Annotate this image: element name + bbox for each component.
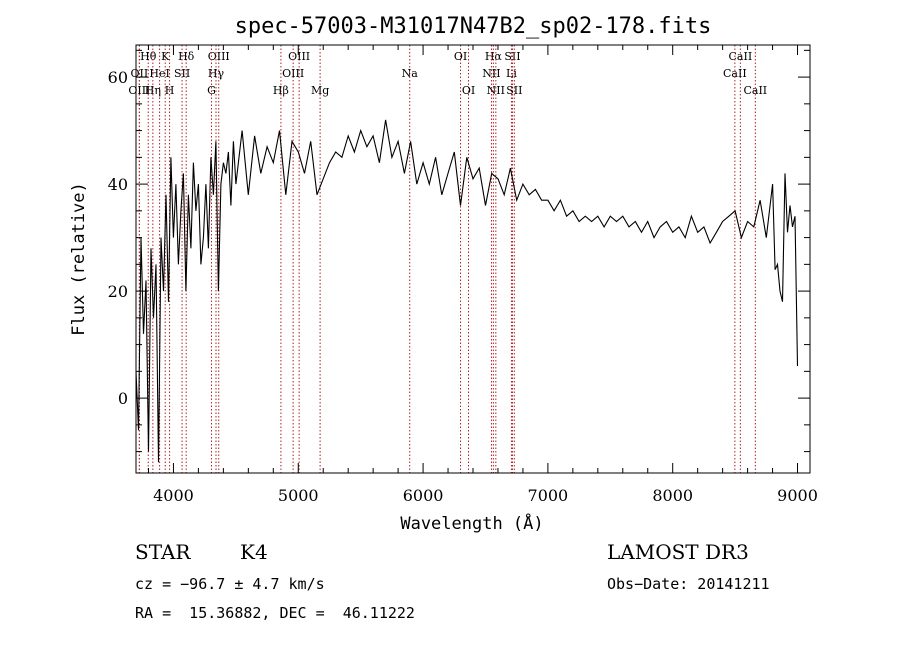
line-label-7: H bbox=[165, 84, 175, 97]
line-label-26: CaII bbox=[723, 67, 747, 80]
line-label-27: CaII bbox=[743, 84, 767, 97]
line-label-25: CaII bbox=[729, 50, 753, 63]
line-label-21: NII bbox=[482, 67, 500, 80]
obs-date: Obs−Date: 20141211 bbox=[607, 575, 770, 593]
line-label-12: Hβ bbox=[273, 84, 289, 97]
line-label-20: SII bbox=[504, 50, 520, 63]
x-tick-label-8000: 8000 bbox=[652, 486, 693, 505]
line-label-15: Mg bbox=[311, 84, 329, 97]
line-label-18: OI bbox=[462, 84, 475, 97]
x-tick-label-7000: 7000 bbox=[528, 486, 569, 505]
y-tick-label-60: 60 bbox=[108, 68, 128, 87]
object-class: STAR bbox=[135, 540, 191, 564]
x-tick-label-6000: 6000 bbox=[403, 486, 444, 505]
axis-ticks: 4000 5000 6000 7000 8000 9000 0 20 40 60 bbox=[108, 45, 818, 505]
spectrum-flux-line bbox=[135, 119, 799, 463]
line-label-9: OIII bbox=[208, 50, 230, 63]
object-subclass: K4 bbox=[240, 540, 268, 564]
line-label-14: OIII bbox=[282, 67, 304, 80]
line-label-3: K bbox=[161, 50, 170, 63]
line-label-24: SII bbox=[506, 84, 522, 97]
plot-area bbox=[135, 119, 799, 463]
line-label-8: Hδ bbox=[178, 50, 195, 63]
plot-frame bbox=[135, 44, 811, 474]
line-label-0: Hθ bbox=[140, 50, 157, 63]
line-label-4: HeI bbox=[149, 67, 169, 80]
y-axis-label: Flux (relative) bbox=[69, 182, 89, 336]
line-label-16: Na bbox=[402, 67, 419, 80]
y-tick-label-20: 20 bbox=[108, 282, 128, 301]
line-label-13: OIII bbox=[288, 50, 310, 63]
line-label-11: G bbox=[207, 84, 216, 97]
line-label-23: NII bbox=[487, 84, 505, 97]
y-tick-label-0: 0 bbox=[118, 389, 128, 408]
line-label-2: OIII bbox=[128, 84, 150, 97]
line-label-10: Hγ bbox=[208, 67, 225, 80]
line-label-17: OI bbox=[454, 50, 467, 63]
y-tick-label-40: 40 bbox=[108, 175, 128, 194]
x-tick-label-5000: 5000 bbox=[278, 486, 319, 505]
chart-title: spec-57003-M31017N47B2_sp02-178.fits bbox=[235, 14, 712, 39]
redshift-cz: cz = −96.7 ± 4.7 km/s bbox=[135, 575, 325, 593]
line-label-19: Hα bbox=[485, 50, 503, 63]
survey-name: LAMOST DR3 bbox=[607, 540, 749, 564]
line-label-6: SII bbox=[174, 67, 190, 80]
line-label-22: Li bbox=[506, 67, 517, 80]
x-axis-label: Wavelength (Å) bbox=[400, 512, 543, 534]
x-tick-label-4000: 4000 bbox=[153, 486, 194, 505]
coordinates: RA = 15.36882, DEC = 46.11222 bbox=[135, 604, 415, 622]
x-tick-label-9000: 9000 bbox=[777, 486, 818, 505]
line-label-5: Hη bbox=[145, 84, 161, 97]
